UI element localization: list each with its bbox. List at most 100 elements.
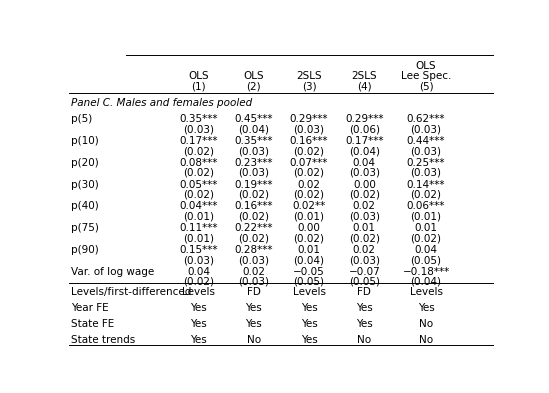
Text: (0.01): (0.01) bbox=[411, 211, 441, 222]
Text: 0.02: 0.02 bbox=[298, 180, 321, 190]
Text: 0.05***: 0.05*** bbox=[179, 180, 217, 190]
Text: 0.01: 0.01 bbox=[414, 223, 438, 233]
Text: (0.05): (0.05) bbox=[411, 255, 441, 265]
Text: 0.01: 0.01 bbox=[353, 223, 376, 233]
Text: State trends: State trends bbox=[71, 334, 135, 345]
Text: −0.18***: −0.18*** bbox=[402, 267, 450, 277]
Text: 2SLS: 2SLS bbox=[296, 72, 322, 81]
Text: OLS: OLS bbox=[416, 61, 436, 71]
Text: 0.00: 0.00 bbox=[298, 223, 321, 233]
Text: 0.07***: 0.07*** bbox=[290, 158, 328, 168]
Text: No: No bbox=[419, 334, 433, 345]
Text: (0.01): (0.01) bbox=[294, 211, 324, 222]
Text: 0.02: 0.02 bbox=[353, 202, 376, 211]
Text: (0.03): (0.03) bbox=[183, 124, 214, 134]
Text: Lee Spec.: Lee Spec. bbox=[401, 72, 451, 81]
Text: (3): (3) bbox=[302, 82, 316, 92]
Text: (0.02): (0.02) bbox=[183, 190, 214, 200]
Text: State FE: State FE bbox=[71, 319, 114, 329]
Text: 0.06***: 0.06*** bbox=[407, 202, 445, 211]
Text: Levels: Levels bbox=[410, 287, 442, 298]
Text: 0.02: 0.02 bbox=[353, 245, 376, 255]
Text: (0.03): (0.03) bbox=[349, 255, 380, 265]
Text: 0.04: 0.04 bbox=[414, 245, 438, 255]
Text: p(5): p(5) bbox=[71, 114, 92, 124]
Text: (0.03): (0.03) bbox=[238, 255, 269, 265]
Text: p(20): p(20) bbox=[71, 158, 98, 168]
Text: (0.03): (0.03) bbox=[411, 168, 441, 178]
Text: Levels: Levels bbox=[182, 287, 215, 298]
Text: (0.04): (0.04) bbox=[411, 277, 441, 287]
Text: (0.03): (0.03) bbox=[349, 168, 380, 178]
Text: 0.02**: 0.02** bbox=[293, 202, 326, 211]
Text: −0.07: −0.07 bbox=[349, 267, 380, 277]
Text: (5): (5) bbox=[419, 82, 433, 92]
Text: (0.02): (0.02) bbox=[294, 146, 324, 156]
Text: 0.25***: 0.25*** bbox=[407, 158, 445, 168]
Text: Yes: Yes bbox=[301, 303, 317, 313]
Text: 0.15***: 0.15*** bbox=[179, 245, 217, 255]
Text: (0.02): (0.02) bbox=[183, 146, 214, 156]
Text: (0.03): (0.03) bbox=[238, 277, 269, 287]
Text: 0.44***: 0.44*** bbox=[407, 136, 445, 146]
Text: 0.29***: 0.29*** bbox=[290, 114, 328, 124]
Text: 2SLS: 2SLS bbox=[351, 72, 377, 81]
Text: (0.02): (0.02) bbox=[294, 168, 324, 178]
Text: 0.35***: 0.35*** bbox=[234, 136, 273, 146]
Text: (0.03): (0.03) bbox=[411, 146, 441, 156]
Text: 0.02: 0.02 bbox=[242, 267, 265, 277]
Text: (0.03): (0.03) bbox=[238, 146, 269, 156]
Text: 0.01: 0.01 bbox=[298, 245, 321, 255]
Text: (0.02): (0.02) bbox=[294, 233, 324, 243]
Text: 0.22***: 0.22*** bbox=[234, 223, 273, 233]
Text: (0.03): (0.03) bbox=[411, 124, 441, 134]
Text: Yes: Yes bbox=[356, 319, 373, 329]
Text: −0.05: −0.05 bbox=[293, 267, 325, 277]
Text: No: No bbox=[419, 319, 433, 329]
Text: (0.02): (0.02) bbox=[183, 277, 214, 287]
Text: Yes: Yes bbox=[356, 303, 373, 313]
Text: 0.16***: 0.16*** bbox=[234, 202, 273, 211]
Text: (1): (1) bbox=[191, 82, 206, 92]
Text: (0.02): (0.02) bbox=[183, 168, 214, 178]
Text: 0.19***: 0.19*** bbox=[234, 180, 273, 190]
Text: 0.04: 0.04 bbox=[187, 267, 210, 277]
Text: p(40): p(40) bbox=[71, 202, 98, 211]
Text: Var. of log wage: Var. of log wage bbox=[71, 267, 154, 277]
Text: 0.23***: 0.23*** bbox=[234, 158, 273, 168]
Text: 0.17***: 0.17*** bbox=[345, 136, 384, 146]
Text: Yes: Yes bbox=[190, 334, 207, 345]
Text: (0.06): (0.06) bbox=[349, 124, 380, 134]
Text: Yes: Yes bbox=[301, 319, 317, 329]
Text: FD: FD bbox=[357, 287, 371, 298]
Text: p(75): p(75) bbox=[71, 223, 99, 233]
Text: (4): (4) bbox=[357, 82, 372, 92]
Text: 0.62***: 0.62*** bbox=[407, 114, 445, 124]
Text: Yes: Yes bbox=[190, 303, 207, 313]
Text: (0.02): (0.02) bbox=[238, 190, 269, 200]
Text: 0.17***: 0.17*** bbox=[179, 136, 217, 146]
Text: Levels: Levels bbox=[293, 287, 326, 298]
Text: 0.04: 0.04 bbox=[353, 158, 376, 168]
Text: OLS: OLS bbox=[188, 72, 209, 81]
Text: (0.03): (0.03) bbox=[349, 211, 380, 222]
Text: Yes: Yes bbox=[245, 303, 262, 313]
Text: p(30): p(30) bbox=[71, 180, 98, 190]
Text: (0.02): (0.02) bbox=[238, 233, 269, 243]
Text: Yes: Yes bbox=[418, 303, 434, 313]
Text: No: No bbox=[357, 334, 371, 345]
Text: Levels/first-differenced: Levels/first-differenced bbox=[71, 287, 191, 298]
Text: (0.01): (0.01) bbox=[183, 211, 214, 222]
Text: Yes: Yes bbox=[245, 319, 262, 329]
Text: (0.02): (0.02) bbox=[349, 190, 380, 200]
Text: (0.04): (0.04) bbox=[349, 146, 380, 156]
Text: p(90): p(90) bbox=[71, 245, 98, 255]
Text: 0.28***: 0.28*** bbox=[234, 245, 273, 255]
Text: (0.02): (0.02) bbox=[294, 190, 324, 200]
Text: (0.03): (0.03) bbox=[183, 255, 214, 265]
Text: Yes: Yes bbox=[301, 334, 317, 345]
Text: (0.02): (0.02) bbox=[411, 233, 441, 243]
Text: 0.04***: 0.04*** bbox=[179, 202, 217, 211]
Text: (0.02): (0.02) bbox=[349, 233, 380, 243]
Text: 0.00: 0.00 bbox=[353, 180, 376, 190]
